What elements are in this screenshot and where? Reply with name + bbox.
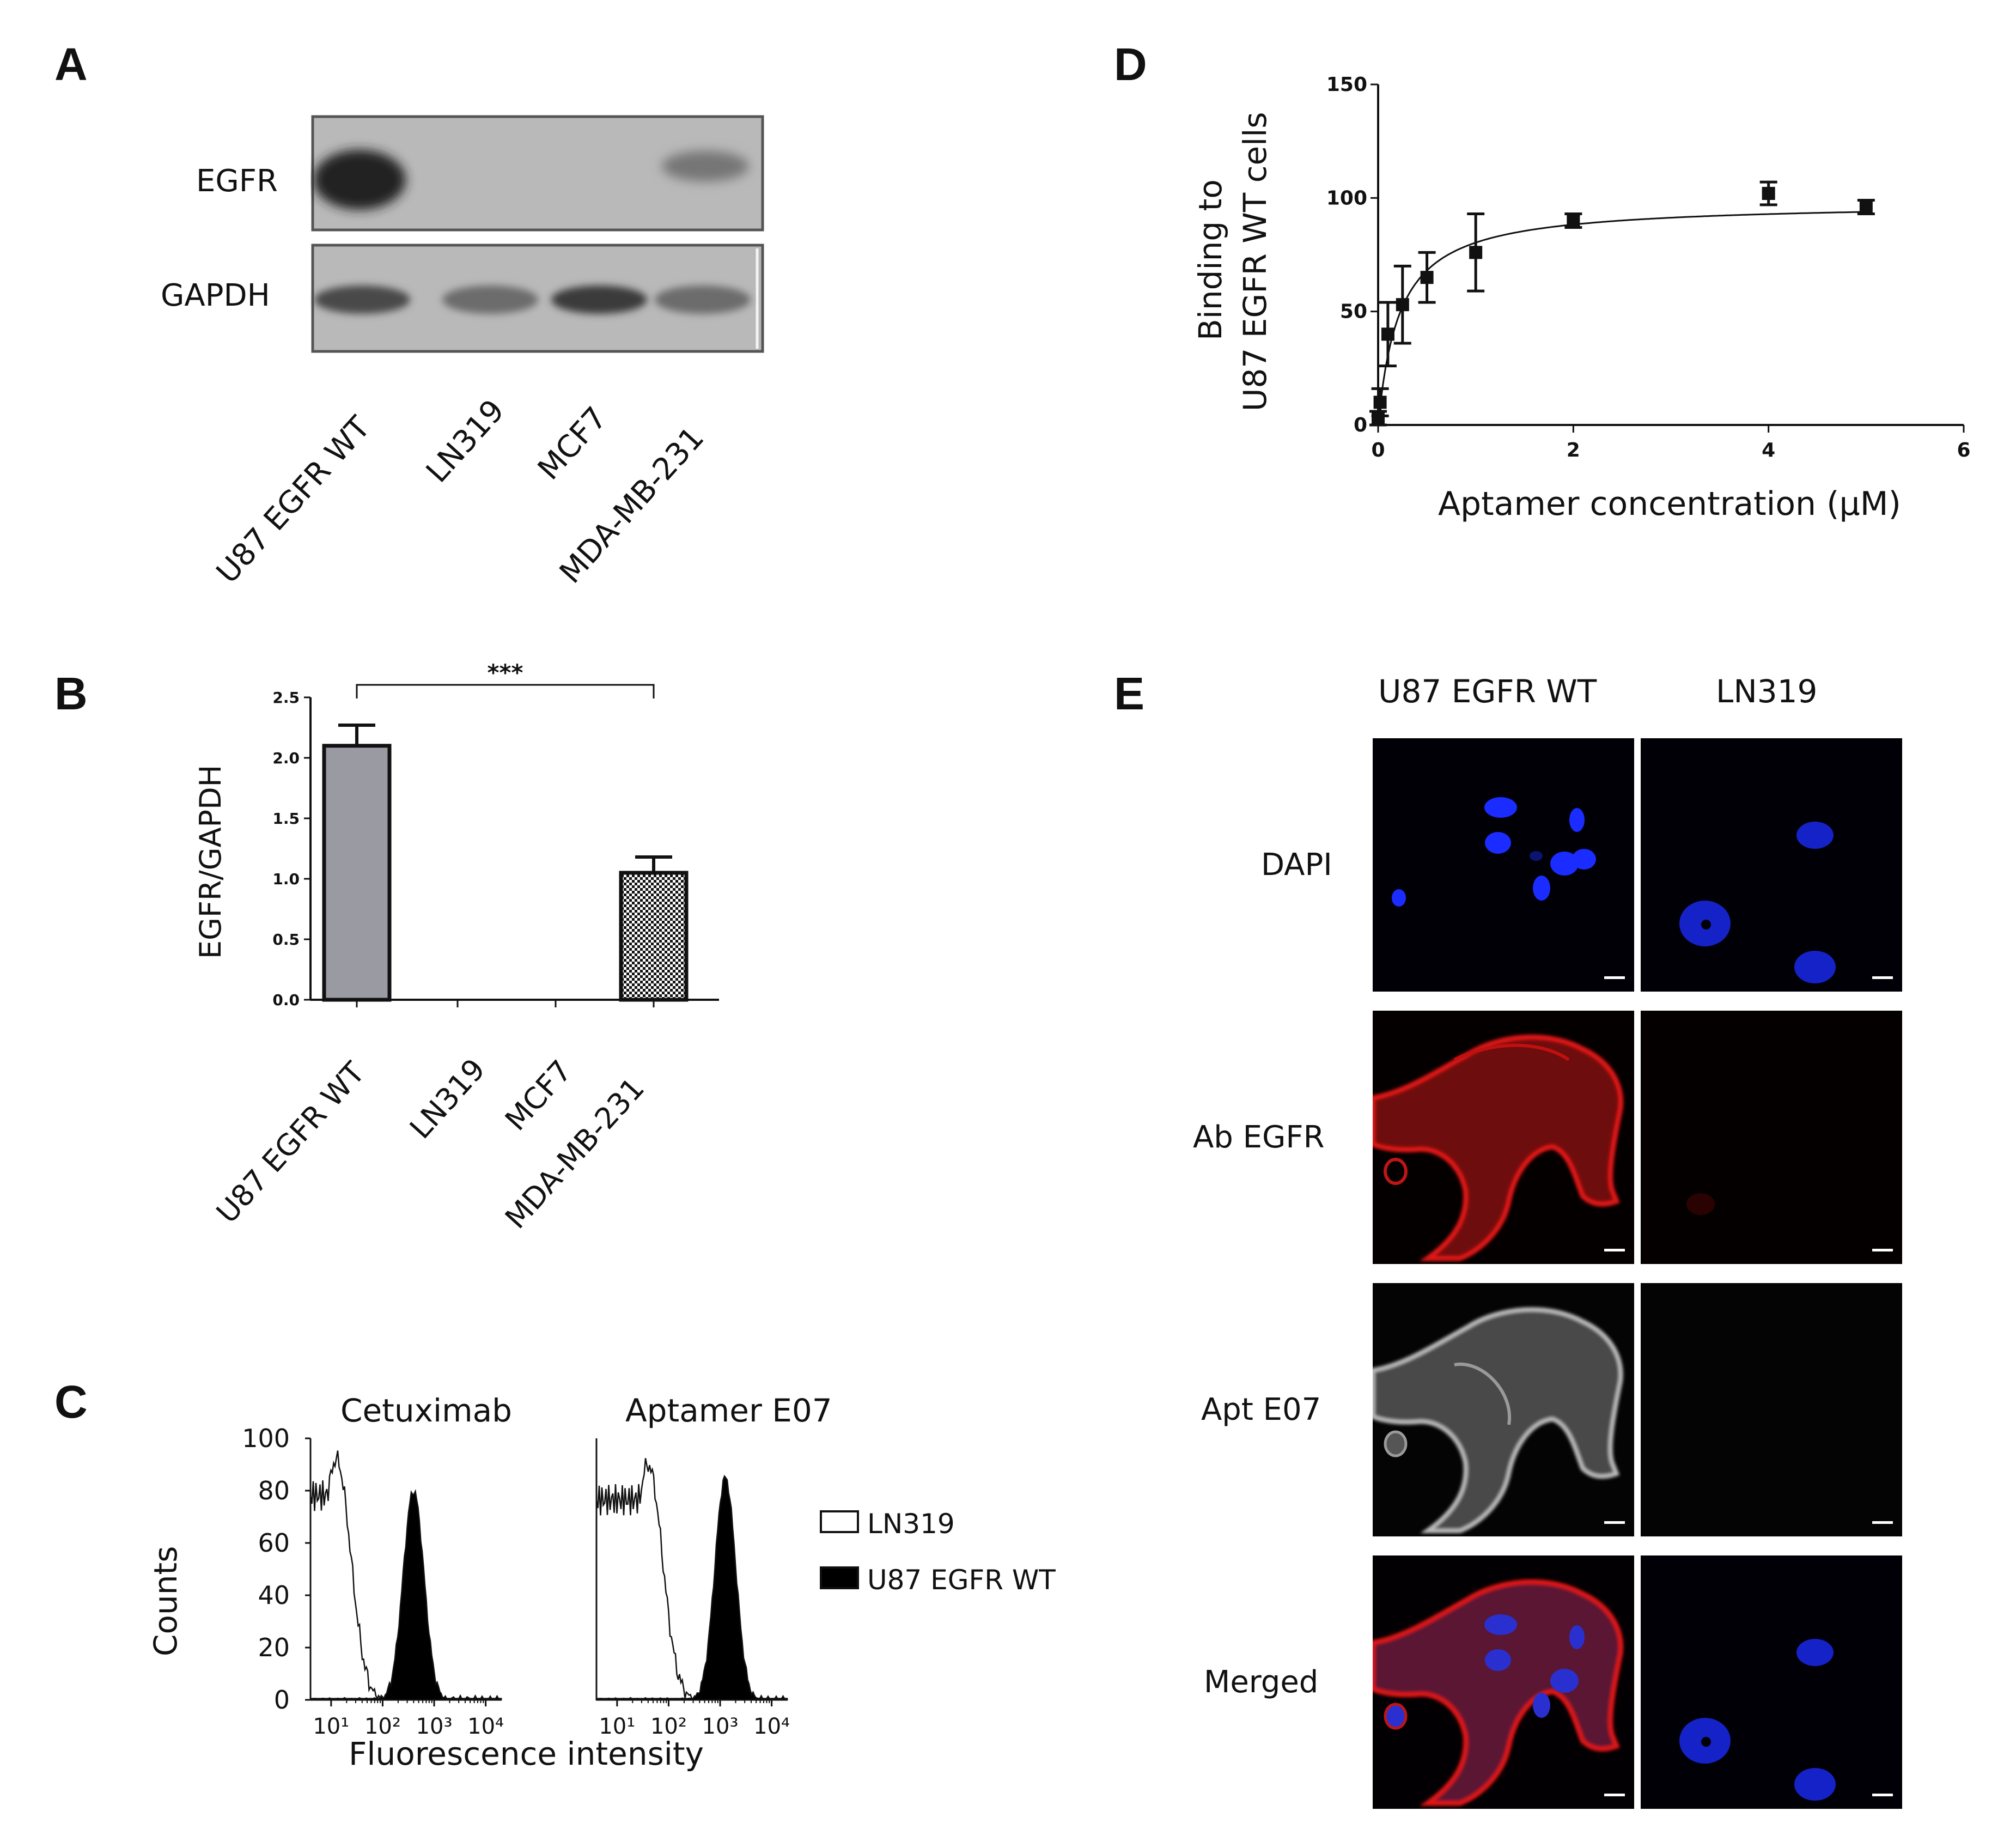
micro-dapi-u87 bbox=[1373, 738, 1634, 992]
bar-chart: 0.0 0.5 1.0 1.5 2.0 2.5 *** bbox=[272, 659, 719, 1009]
egfr-bands bbox=[313, 150, 749, 210]
hist-y-tick-label: 0 bbox=[274, 1685, 290, 1715]
micro-apt-e07-ln319 bbox=[1641, 1283, 1902, 1536]
hist-y-tick-label: 20 bbox=[258, 1633, 290, 1662]
binding-y-tick-label: 50 bbox=[1340, 301, 1367, 323]
hist-x-tick-label: 10² bbox=[364, 1714, 401, 1739]
binding-ylabel-line1: Binding to bbox=[1192, 179, 1229, 341]
panel-letter-d: D bbox=[1114, 39, 1147, 90]
micro-row-label-merged: Merged bbox=[1204, 1664, 1319, 1700]
binding-point bbox=[1859, 200, 1873, 214]
lane-label-u87: U87 EGFR WT bbox=[210, 410, 377, 591]
gapdh-band bbox=[314, 285, 410, 314]
binding-point bbox=[1420, 271, 1434, 284]
hist-x-tick-label: 10¹ bbox=[599, 1714, 635, 1739]
bar-y-tick-label: 1.5 bbox=[272, 810, 300, 828]
binding-xlabel: Aptamer concentration (µM) bbox=[1438, 485, 1901, 523]
lane-label-ln319: LN319 bbox=[419, 393, 511, 490]
legend-swatch-u87 bbox=[820, 1566, 859, 1589]
histogram-ylabel: Counts bbox=[147, 1546, 184, 1656]
lane-label-mcf7: MCF7 bbox=[531, 400, 614, 487]
binding-point bbox=[1373, 396, 1387, 409]
panel-letter-b: B bbox=[54, 668, 88, 719]
panel-letter-e: E bbox=[1114, 668, 1145, 719]
binding-ylabel-line2: U87 EGFR WT cells bbox=[1237, 112, 1274, 411]
hist-x-tick-label: 10³ bbox=[416, 1714, 453, 1739]
binding-y-tick-label: 150 bbox=[1326, 74, 1367, 96]
binding-x-tick-label: 2 bbox=[1567, 439, 1580, 461]
binding-point bbox=[1372, 411, 1385, 425]
egfr-band bbox=[313, 150, 406, 210]
hist-series-u87 bbox=[309, 1489, 502, 1701]
micro-col-label-ln319: LN319 bbox=[1716, 673, 1818, 710]
hist-x-tick-label: 10² bbox=[650, 1714, 687, 1739]
binding-y-tick-label: 0 bbox=[1354, 414, 1367, 436]
micro-row-label-apt-e07: Apt E07 bbox=[1201, 1392, 1321, 1427]
histogram-title-cetuximab: Cetuximab bbox=[340, 1392, 512, 1429]
gapdh-bands bbox=[314, 285, 751, 314]
hist-y-tick-label: 80 bbox=[258, 1476, 290, 1505]
legend-label-ln319: LN319 bbox=[867, 1508, 955, 1540]
legend-swatch-ln319 bbox=[820, 1510, 859, 1533]
hist-x-tick-label: 10¹ bbox=[313, 1714, 349, 1739]
bar-y-tick-label: 2.0 bbox=[272, 749, 300, 767]
hist-x-tick-label: 10⁴ bbox=[467, 1714, 504, 1739]
gapdh-band bbox=[655, 285, 751, 314]
binding-point bbox=[1567, 214, 1580, 227]
binding-x-tick-label: 4 bbox=[1762, 439, 1775, 461]
bar-xlabel-mcf7: MCF7 bbox=[498, 1053, 578, 1138]
binding-point bbox=[1762, 187, 1775, 200]
micro-dapi-ln319 bbox=[1641, 738, 1902, 992]
panel-letter-c: C bbox=[54, 1376, 88, 1427]
histogram-title-aptamer: Aptamer E07 bbox=[625, 1392, 832, 1429]
binding-point bbox=[1469, 246, 1483, 259]
binding-fit-curve bbox=[1377, 211, 1866, 426]
significance-bracket bbox=[356, 684, 655, 698]
panel-letter-a: A bbox=[54, 39, 88, 90]
binding-point bbox=[1396, 298, 1409, 312]
bar-y-tick-label: 0.5 bbox=[272, 931, 300, 949]
histograms: 10¹ 10² 10³ 10⁴ 0 20 40 60 80 100 10¹ 10² 10³ 10⁴ bbox=[242, 1424, 790, 1739]
significance-label: *** bbox=[488, 659, 523, 686]
micro-merged-ln319 bbox=[1641, 1555, 1902, 1809]
micro-row-label-dapi: DAPI bbox=[1261, 847, 1332, 883]
hist-x-tick-label: 10³ bbox=[702, 1714, 739, 1739]
micro-merged-u87 bbox=[1373, 1555, 1634, 1809]
bar-chart-ylabel: EGFR/GAPDH bbox=[193, 764, 228, 959]
hist-y-tick-label: 100 bbox=[242, 1424, 290, 1453]
hist-series-u87 bbox=[595, 1474, 788, 1701]
egfr-band bbox=[662, 151, 749, 181]
bar-y-tick-label: 0.0 bbox=[272, 991, 300, 1009]
micro-ab-egfr-u87 bbox=[1373, 1011, 1634, 1264]
bar-xlabel-u87: U87 EGFR WT bbox=[210, 1055, 371, 1230]
hist-y-tick-label: 40 bbox=[258, 1581, 290, 1610]
micro-ab-egfr-ln319 bbox=[1641, 1011, 1902, 1264]
bar-xlabel-ln319: LN319 bbox=[403, 1052, 492, 1146]
hist-y-tick-label: 60 bbox=[258, 1528, 290, 1558]
legend-label-u87: U87 EGFR WT bbox=[867, 1564, 1056, 1596]
binding-curve-chart: 0 50 100 150 0 2 4 6 bbox=[1326, 74, 1971, 461]
hist-series-ln319 bbox=[595, 1458, 788, 1701]
hist-x-tick-label: 10⁴ bbox=[753, 1714, 790, 1739]
binding-x-tick-label: 0 bbox=[1371, 439, 1385, 461]
bar bbox=[322, 744, 392, 1002]
binding-point bbox=[1381, 327, 1394, 341]
gapdh-band bbox=[442, 285, 538, 314]
bar-y-tick-label: 1.0 bbox=[272, 870, 300, 888]
binding-x-tick-label: 6 bbox=[1957, 439, 1970, 461]
blot-row-label-gapdh: GAPDH bbox=[161, 278, 270, 313]
blot-row-label-egfr: EGFR bbox=[196, 163, 278, 199]
bar bbox=[619, 871, 689, 1002]
micro-apt-e07-u87 bbox=[1373, 1283, 1634, 1536]
binding-y-tick-label: 100 bbox=[1326, 187, 1367, 209]
histogram-xlabel: Fluorescence intensity bbox=[349, 1735, 704, 1772]
micro-col-label-u87: U87 EGFR WT bbox=[1378, 673, 1597, 710]
western-blot bbox=[311, 115, 764, 353]
micro-row-label-ab-egfr: Ab EGFR bbox=[1193, 1120, 1325, 1155]
gapdh-band bbox=[551, 285, 647, 314]
bar-y-tick-label: 2.5 bbox=[272, 689, 300, 707]
